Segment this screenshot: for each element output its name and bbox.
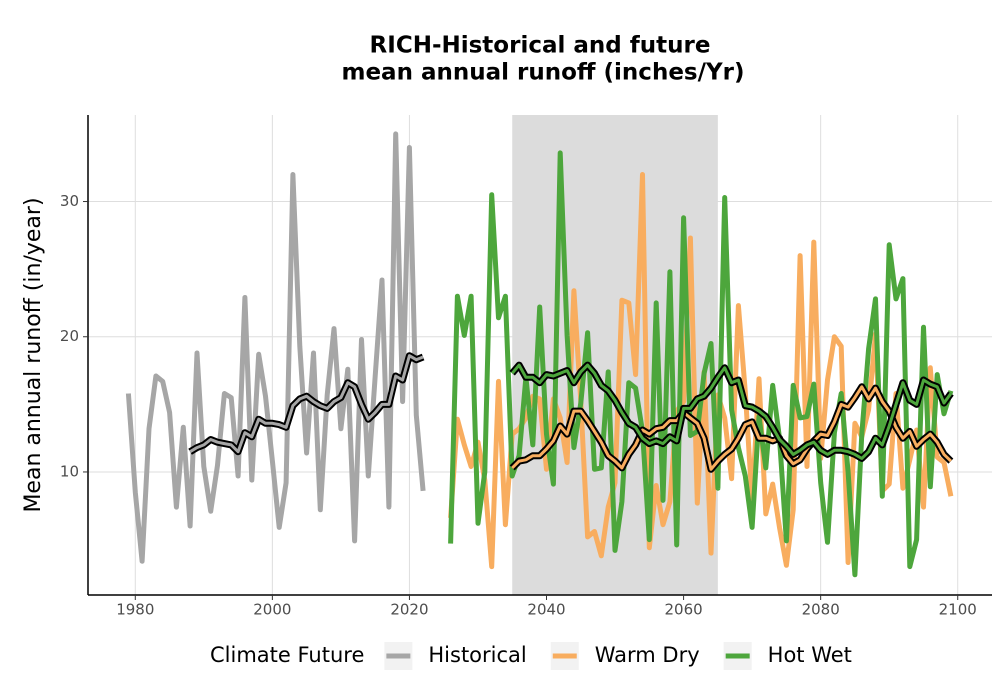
x-tick-label: 2100	[939, 601, 977, 619]
y-tick-label: 20	[60, 327, 79, 345]
y-axis-title: Mean annual runoff (in/year)	[21, 197, 46, 512]
smooth-line	[511, 385, 952, 471]
x-tick-label: 2080	[802, 601, 840, 619]
legend-label: Warm Dry	[595, 643, 700, 667]
x-tick-label: 2060	[664, 601, 702, 619]
series-line	[125, 131, 426, 564]
x-tick-label: 1980	[116, 601, 154, 619]
x-tick-label: 2040	[527, 601, 565, 619]
legend-title: Climate Future	[210, 643, 364, 667]
series-line	[448, 150, 954, 578]
x-tick-label: 2000	[253, 601, 291, 619]
legend-item: Historical	[384, 642, 527, 670]
y-tick-label: 10	[60, 462, 79, 480]
legend-label: Hot Wet	[768, 643, 852, 667]
legend-item: Warm Dry	[550, 642, 700, 670]
legend-label: Historical	[428, 643, 526, 667]
y-tick-label: 30	[60, 192, 79, 210]
chart-title: mean annual runoff (inches/Yr)	[341, 60, 744, 86]
legend-item: Hot Wet	[723, 642, 852, 670]
x-tick-label: 2020	[390, 601, 428, 619]
smooth-line	[511, 363, 953, 460]
chart-title: RICH-Historical and future	[370, 33, 711, 59]
smooth-line	[189, 354, 424, 454]
